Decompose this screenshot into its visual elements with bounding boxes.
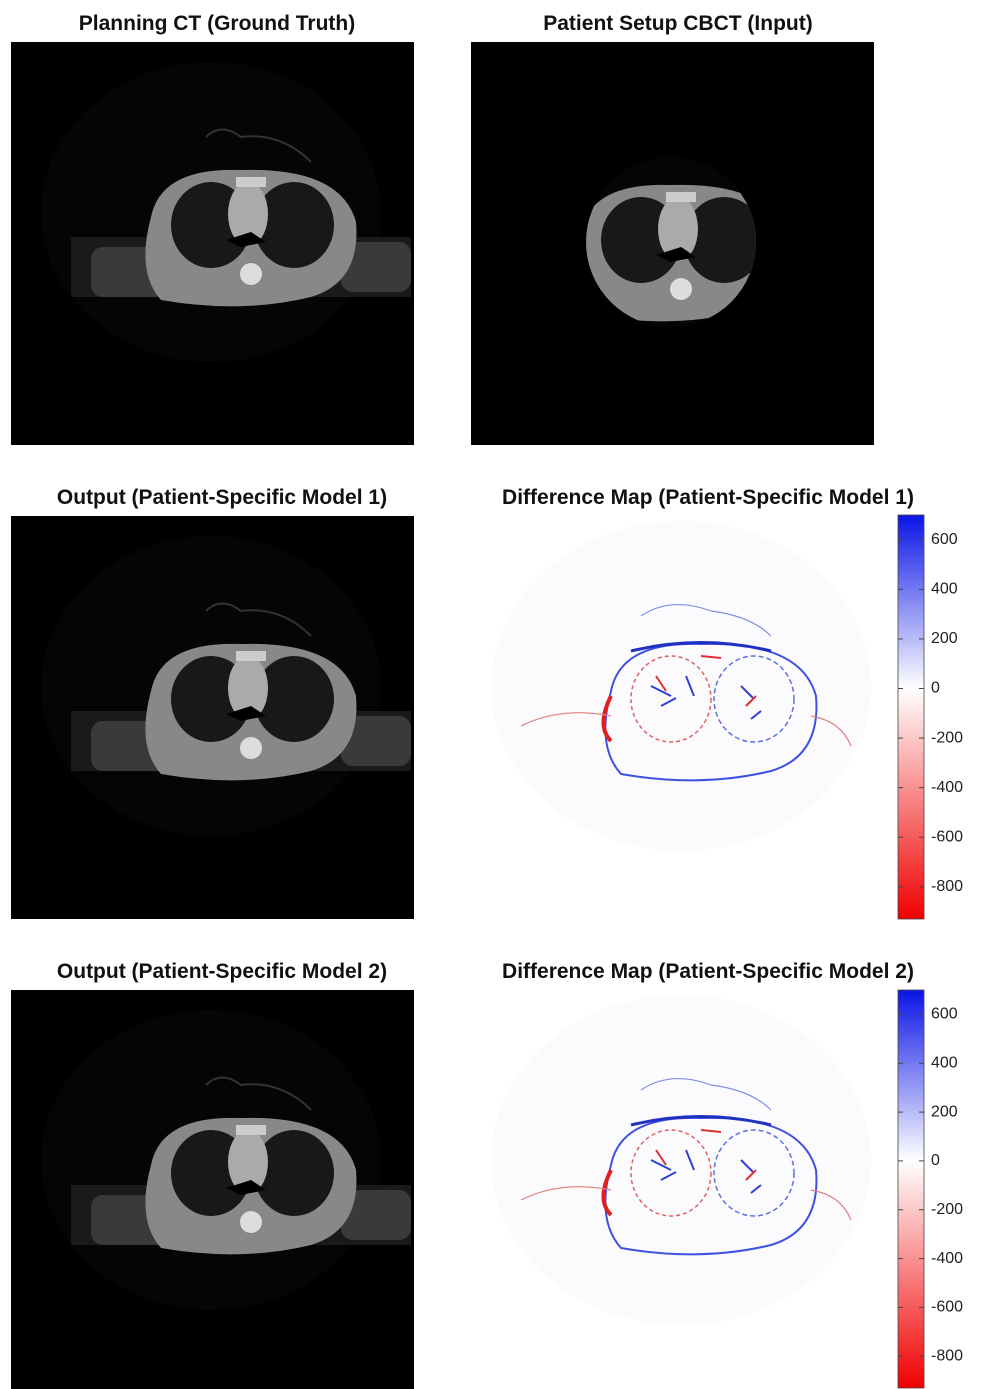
panel-title: Output (Patient-Specific Model 2) <box>57 960 387 983</box>
tick-label: -400 <box>931 1250 963 1267</box>
output-image <box>10 989 415 1389</box>
tick-label: 0 <box>931 680 940 697</box>
tick-label: -200 <box>931 729 963 746</box>
colorbar <box>897 989 925 1389</box>
tick-label: 600 <box>931 1006 958 1023</box>
output-image <box>10 515 415 920</box>
tick-label: 400 <box>931 1054 958 1071</box>
tick-label: -800 <box>931 878 963 895</box>
tick-label: 400 <box>931 581 958 598</box>
tick-label: 0 <box>931 1152 940 1169</box>
difference-image <box>469 514 876 921</box>
tick-label: -400 <box>931 779 963 796</box>
tick-label: 200 <box>931 630 958 647</box>
tick-label: 200 <box>931 1103 958 1120</box>
panel-title: Difference Map (Patient-Specific Model 2… <box>502 960 914 983</box>
tick-label: -600 <box>931 1299 963 1316</box>
panel-title: Difference Map (Patient-Specific Model 1… <box>502 486 914 509</box>
difference-image <box>469 988 876 1389</box>
tick-label: -800 <box>931 1347 963 1364</box>
panel-title: Output (Patient-Specific Model 1) <box>57 486 387 509</box>
tick-label: -200 <box>931 1201 963 1218</box>
panel-title: Patient Setup CBCT (Input) <box>543 12 812 35</box>
colorbar <box>897 514 925 920</box>
panel-title: Planning CT (Ground Truth) <box>79 12 355 35</box>
tick-label: -600 <box>931 828 963 845</box>
ct-image <box>10 41 415 446</box>
tick-label: 600 <box>931 531 958 548</box>
